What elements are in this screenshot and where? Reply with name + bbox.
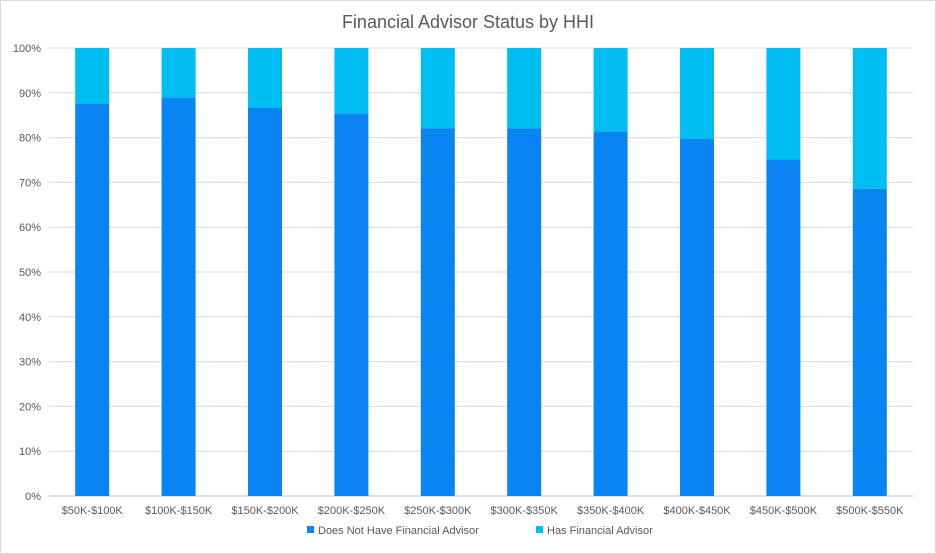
bar-segment — [334, 113, 369, 497]
legend-label: Has Financial Advisor — [547, 525, 653, 537]
x-tick-label: $100K-$150K — [145, 505, 213, 517]
bar-segment — [248, 48, 282, 108]
y-tick-label: 50% — [19, 267, 41, 279]
x-tick-label: $300K-$350K — [491, 505, 559, 517]
legend-swatch — [536, 526, 543, 533]
bar-segment — [766, 48, 801, 160]
x-tick-label: $250K-$300K — [404, 505, 472, 517]
bar-segment — [852, 48, 887, 189]
bar-segment — [766, 159, 801, 496]
bar-segment — [334, 48, 369, 114]
x-tick-label: $50K-$100K — [62, 505, 124, 517]
chart-title: Financial Advisor Status by HHI — [342, 12, 594, 32]
bar-segment — [161, 97, 196, 496]
bar-segment — [593, 131, 628, 496]
x-tick-label: $150K-$200K — [231, 505, 299, 517]
bar-segment — [161, 48, 196, 98]
bar-segment — [420, 48, 455, 129]
legend: Does Not Have Financial Advisor Has Finan… — [307, 525, 653, 537]
legend-swatch — [307, 526, 314, 533]
y-tick-label: 40% — [19, 312, 41, 324]
y-tick-label: 70% — [19, 177, 41, 189]
y-tick-label: 60% — [19, 222, 41, 234]
y-tick-label: 90% — [19, 88, 41, 100]
x-tick-label: $200K-$250K — [318, 505, 386, 517]
legend-label: Does Not Have Financial Advisor — [318, 525, 479, 537]
bar-segment — [248, 107, 282, 497]
bar-segment — [507, 128, 542, 496]
bar-segment — [75, 104, 110, 496]
y-tick-label: 20% — [19, 401, 41, 413]
x-tick-label: $450K-$500K — [750, 505, 818, 517]
y-tick-label: 100% — [13, 43, 41, 55]
y-axis: 0% 10% 20% 30% 40% 50% 60% 70% 80% 90% 100% — [13, 43, 41, 503]
bar-segment — [420, 128, 455, 496]
bar-segment — [507, 48, 542, 129]
bar-segment — [75, 48, 110, 104]
bar-segment — [852, 188, 887, 496]
y-tick-label: 0% — [25, 491, 41, 503]
bar-segment — [593, 48, 628, 132]
x-tick-label: $500K-$550K — [836, 505, 904, 517]
y-tick-label: 10% — [19, 446, 41, 458]
bars — [75, 48, 887, 497]
x-tick-label: $350K-$400K — [577, 505, 645, 517]
y-tick-label: 80% — [19, 133, 41, 145]
bar-segment — [680, 138, 714, 496]
x-tick-label: $400K-$450K — [663, 505, 731, 517]
x-axis: $50K-$100K $100K-$150K $150K-$200K $200K-$2… — [62, 505, 904, 517]
y-tick-label: 30% — [19, 357, 41, 369]
bar-segment — [680, 48, 714, 139]
